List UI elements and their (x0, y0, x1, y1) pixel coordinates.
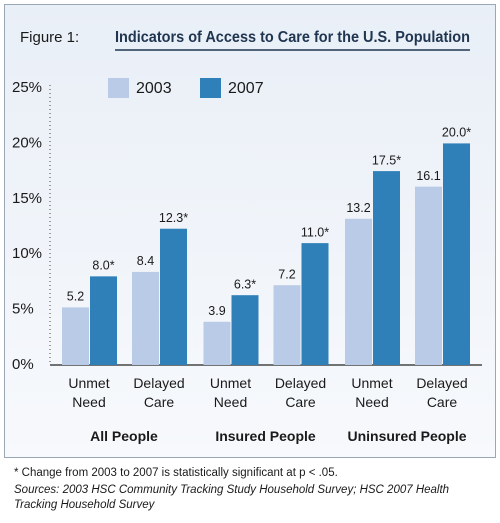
bar (301, 243, 329, 365)
value-label: 16.1 (416, 169, 440, 183)
bar (62, 307, 89, 365)
group-label: All People (90, 428, 158, 444)
legend-label: 2003 (136, 80, 172, 97)
legend-label: 2007 (228, 80, 264, 97)
x-tick-label: Unmet Need (209, 375, 252, 410)
value-label: 3.9 (208, 304, 225, 318)
footnote: Sources: 2003 HSC Community Tracking Stu… (14, 484, 450, 511)
y-tick-label: 0% (12, 356, 34, 373)
y-tick-label: 25% (12, 79, 42, 96)
bar (231, 295, 259, 365)
y-tick-label: 15% (12, 190, 42, 207)
value-label: 17.5* (372, 153, 401, 167)
x-tick-label: Delayed Care (274, 375, 327, 410)
x-tick-label: Unmet Need (351, 375, 393, 410)
x-tick-label: Delayed Care (416, 375, 468, 410)
value-label: 11.0* (301, 225, 329, 239)
figure-label: Figure 1: (20, 29, 79, 46)
bar (90, 276, 117, 365)
value-label: 13.2 (346, 201, 370, 215)
bar (273, 285, 301, 365)
chart-panel (4, 4, 496, 458)
bar (345, 218, 372, 365)
value-label: 6.3* (234, 277, 256, 291)
y-tick-label: 10% (12, 245, 42, 262)
footnote: * Change from 2003 to 2007 is statistica… (14, 467, 338, 479)
bar (132, 271, 159, 365)
value-label: 7.2 (278, 268, 295, 282)
value-label: 8.0* (92, 259, 114, 273)
legend-swatch (108, 78, 129, 98)
bar (160, 228, 187, 365)
y-tick-label: 20% (12, 134, 42, 151)
value-label: 5.2 (67, 290, 84, 304)
bar (443, 143, 470, 365)
value-label: 8.4 (137, 254, 154, 268)
value-label: 12.3* (159, 211, 188, 225)
bar (203, 321, 231, 365)
bar (415, 186, 442, 365)
y-tick-label: 5% (12, 301, 34, 318)
bar (373, 171, 400, 365)
group-label: Insured People (215, 428, 316, 444)
chart-title: Indicators of Access to Care for the U.S… (115, 29, 470, 46)
value-label: 20.0* (442, 126, 471, 140)
legend-swatch (200, 78, 221, 98)
x-tick-label: Delayed Care (133, 375, 185, 410)
x-tick-label: Unmet Need (68, 375, 110, 410)
group-label: Uninsured People (347, 428, 467, 444)
